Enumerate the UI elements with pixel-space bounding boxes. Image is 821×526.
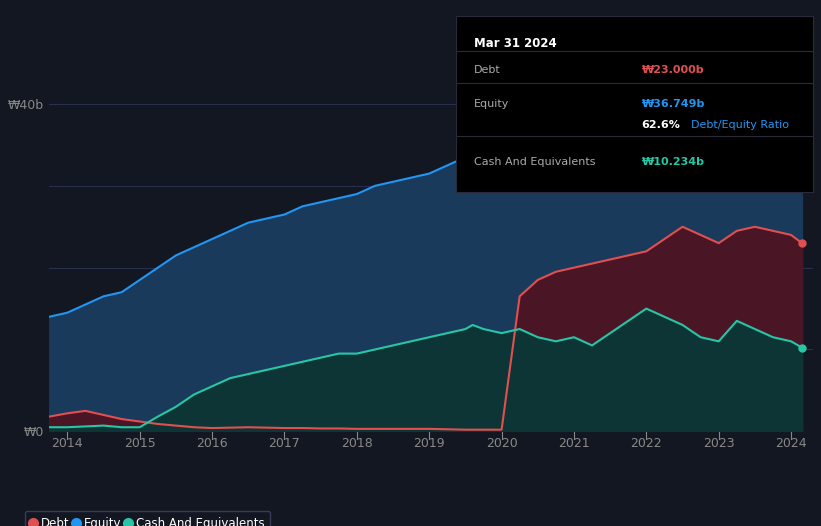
Text: Debt: Debt (474, 65, 500, 75)
Legend: Debt, Equity, Cash And Equivalents: Debt, Equity, Cash And Equivalents (25, 511, 270, 526)
Text: Equity: Equity (474, 98, 509, 108)
Text: ₩36.749b: ₩36.749b (641, 98, 704, 108)
Text: ₩10.234b: ₩10.234b (641, 157, 704, 167)
Text: Mar 31 2024: Mar 31 2024 (474, 37, 557, 50)
Text: ₩23.000b: ₩23.000b (641, 65, 704, 75)
Text: Cash And Equivalents: Cash And Equivalents (474, 157, 595, 167)
Text: 62.6%: 62.6% (641, 120, 681, 130)
Text: Debt/Equity Ratio: Debt/Equity Ratio (691, 120, 789, 130)
